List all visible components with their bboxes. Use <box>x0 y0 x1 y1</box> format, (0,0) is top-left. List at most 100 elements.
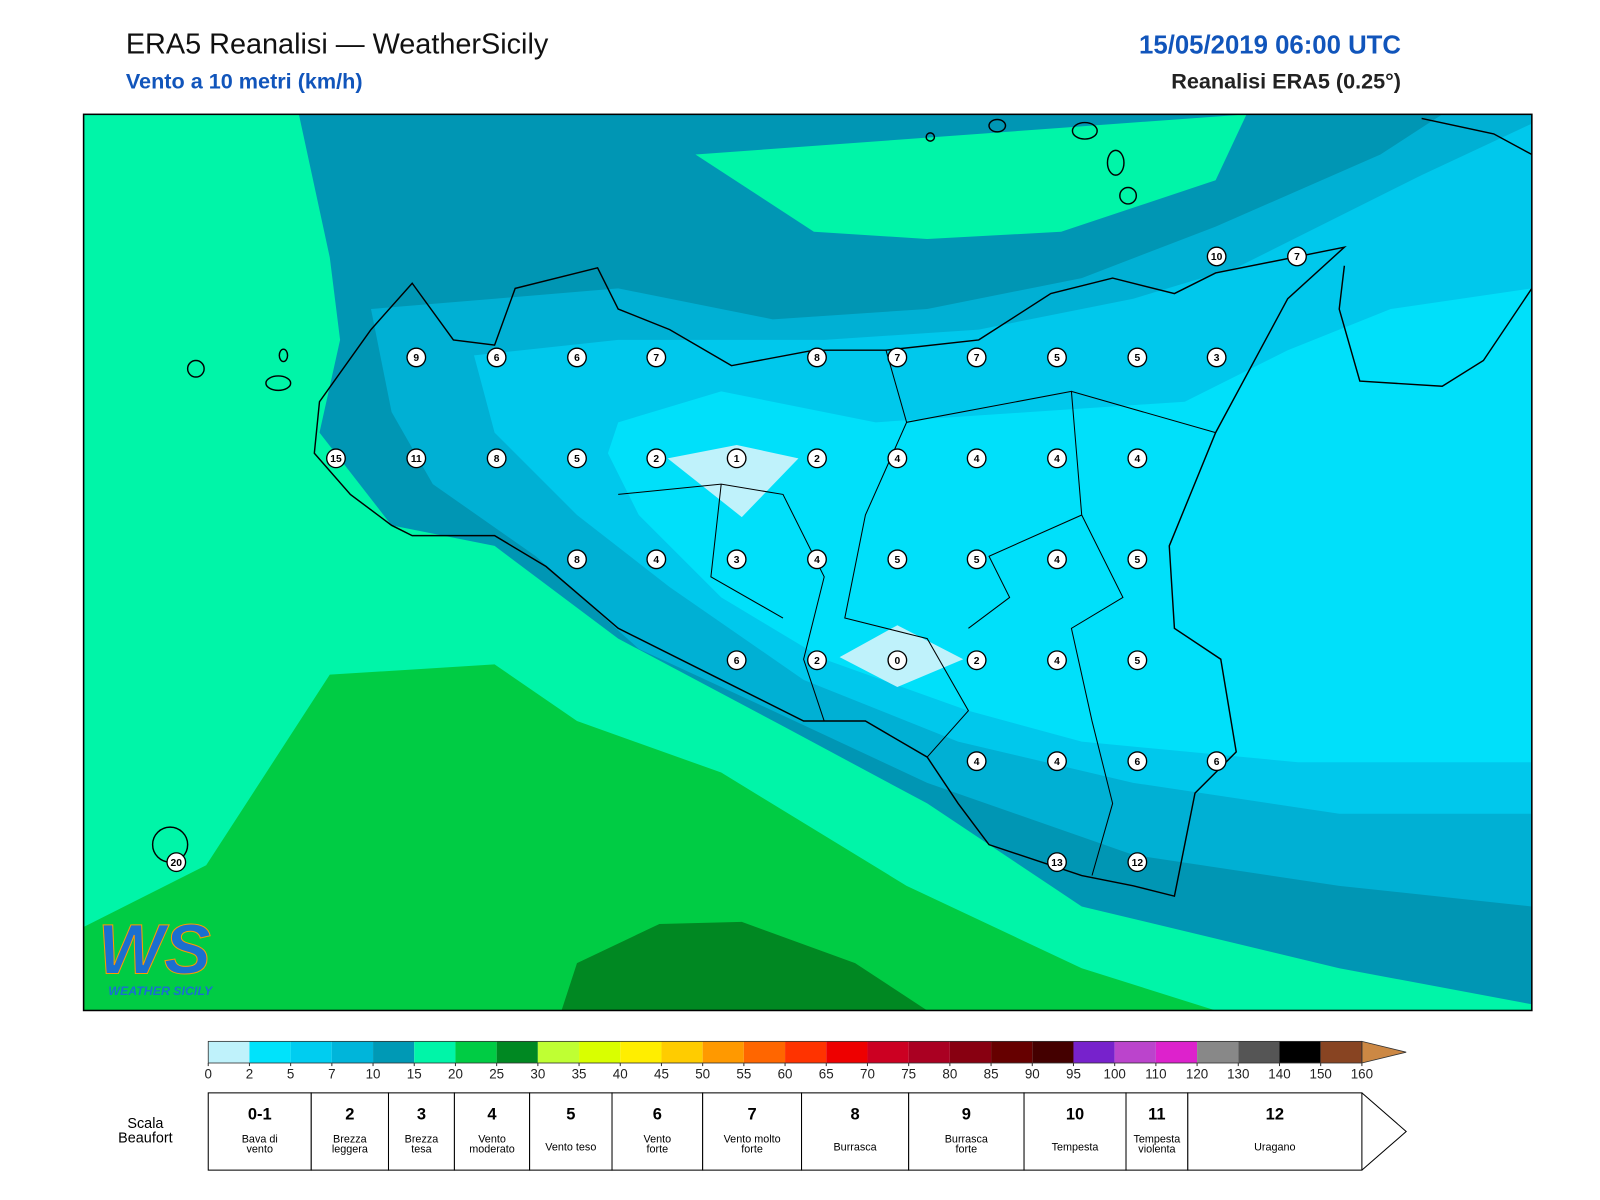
subtitle: Vento a 10 metri (km/h) <box>126 69 363 94</box>
station: 10 <box>1206 246 1227 267</box>
source: Reanalisi ERA5 (0.25°) <box>1171 69 1401 94</box>
map-frame <box>82 113 1533 1012</box>
station-marker <box>166 852 187 873</box>
beaufort-description: Brezza <box>333 1133 367 1145</box>
beaufort-description: forte <box>741 1144 763 1156</box>
station: 5 <box>1127 347 1148 368</box>
station: 8 <box>486 448 507 469</box>
island <box>1106 149 1125 176</box>
station-marker <box>1127 852 1148 873</box>
station: 4 <box>1127 448 1148 469</box>
station-value: 8 <box>574 555 580 566</box>
stations: 9 6 6 7 8 7 7 5 5 310 715 11 8 5 2 1 2 4 4 4 48 4 3 4 5 5 4 56 2 0 2 4 5… <box>166 246 1307 873</box>
station: 4 <box>1047 650 1067 671</box>
station: 3 <box>1206 347 1227 368</box>
station-value: 4 <box>1134 454 1140 465</box>
station-value: 4 <box>1054 656 1060 667</box>
colorbar-tick-label: 25 <box>489 1066 504 1081</box>
colorbar-swatch <box>1155 1041 1198 1064</box>
colorbar-swatch <box>455 1041 497 1064</box>
station: 2 <box>807 448 827 469</box>
colorbar-swatch <box>290 1041 332 1064</box>
station: 20 <box>166 852 187 873</box>
island <box>1119 186 1138 205</box>
field-0-2 <box>667 444 799 518</box>
station: 0 <box>887 650 908 671</box>
station: 5 <box>567 448 587 469</box>
colorbar-swatch <box>1279 1041 1321 1064</box>
field-2-5 <box>607 288 1532 763</box>
station-value: 2 <box>653 454 659 465</box>
colorbar-tick-label: 15 <box>407 1066 422 1081</box>
colorbar-tick-label: 100 <box>1104 1066 1126 1081</box>
station-value: 4 <box>653 555 659 566</box>
beaufort-description: forte <box>956 1144 978 1156</box>
colorbar-tick-label: 20 <box>448 1066 463 1081</box>
station-value: 6 <box>734 656 740 667</box>
colorbar-tick-label: 60 <box>778 1066 793 1081</box>
colorbar-tick-label: 30 <box>530 1066 545 1081</box>
colorbar-tick-label: 150 <box>1310 1066 1332 1081</box>
beaufort-box <box>801 1092 910 1171</box>
beaufort-force: 4 <box>487 1106 497 1124</box>
station-value: 2 <box>814 656 820 667</box>
station-value: 8 <box>814 353 820 364</box>
beaufort-description: Bava di <box>242 1133 278 1145</box>
station: 2 <box>646 448 667 469</box>
calabria-coast <box>1338 265 1532 388</box>
station: 4 <box>1047 751 1067 772</box>
station-value: 20 <box>171 858 183 869</box>
station: 7 <box>646 347 667 368</box>
beaufort-box <box>310 1092 390 1171</box>
beaufort-description: Tempesta <box>1134 1133 1181 1145</box>
station: 9 <box>406 347 427 368</box>
colorbar-swatch <box>579 1041 621 1064</box>
station: 4 <box>1047 448 1067 469</box>
station: 7 <box>966 347 987 368</box>
station-marker <box>726 650 747 671</box>
beaufort-force: 5 <box>566 1106 575 1124</box>
station-marker <box>1047 650 1067 671</box>
logo-name: WEATHER SICILY <box>108 984 214 998</box>
station-marker <box>567 549 587 570</box>
colorbar-tick-label: 65 <box>819 1066 834 1081</box>
colorbar-tick-label: 160 <box>1351 1066 1373 1081</box>
beaufort-description: moderato <box>469 1144 515 1156</box>
colorbar-swatch <box>1114 1041 1156 1064</box>
station-marker <box>406 448 427 469</box>
coastlines <box>151 117 1532 898</box>
beaufort-box <box>611 1092 704 1171</box>
logo-mark: WS <box>98 910 211 988</box>
station-value: 6 <box>1214 757 1220 768</box>
station: 5 <box>1047 347 1067 368</box>
field-20-25 <box>83 664 1216 1011</box>
station-marker <box>887 347 908 368</box>
colorbar-swatch <box>1320 1041 1362 1064</box>
station-marker <box>887 650 908 671</box>
station-value: 6 <box>574 353 580 364</box>
station: 5 <box>1127 650 1148 671</box>
calabria-coast-north <box>1421 117 1532 156</box>
beaufort-force: 10 <box>1066 1106 1084 1124</box>
colorbar-swatch <box>620 1041 662 1064</box>
station-value: 5 <box>1134 555 1140 566</box>
station-value: 5 <box>974 555 980 566</box>
colorbar-tick-label: 50 <box>695 1066 710 1081</box>
colorbar-swatch <box>1032 1041 1074 1064</box>
beaufort-box <box>1125 1092 1189 1171</box>
logo: WS WEATHER SICILY <box>98 910 214 998</box>
colorbar-tick-label: 35 <box>572 1066 587 1081</box>
island <box>186 359 205 378</box>
colorbar-tick-label: 90 <box>1025 1066 1040 1081</box>
colorbar-tick-label: 140 <box>1268 1066 1290 1081</box>
station-value: 7 <box>894 353 900 364</box>
station: 7 <box>887 347 908 368</box>
field-15-20-north <box>695 114 1247 239</box>
station-marker <box>1127 448 1148 469</box>
station-value: 4 <box>1054 555 1060 566</box>
station-marker <box>326 448 346 469</box>
station-marker <box>1206 751 1227 772</box>
beaufort-description: Vento teso <box>545 1142 596 1154</box>
